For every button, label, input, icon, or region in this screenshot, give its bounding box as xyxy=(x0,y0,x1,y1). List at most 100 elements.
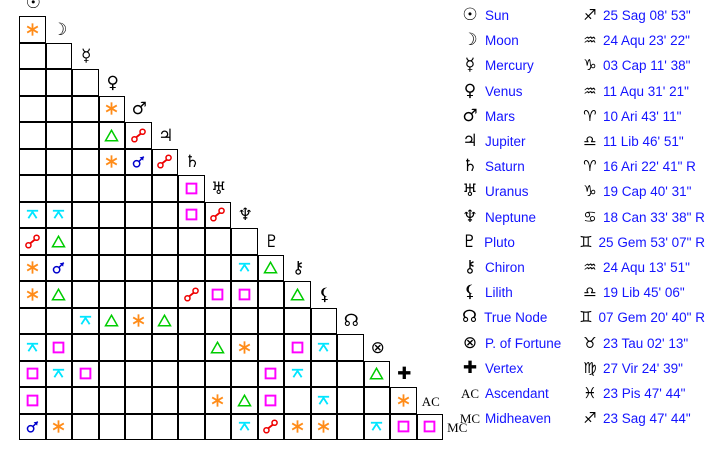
aspect-cell-mercury-moon[interactable] xyxy=(45,42,72,69)
aspect-cell-chiron-uranus[interactable] xyxy=(204,254,231,281)
aspect-cell-fortune-mars[interactable] xyxy=(125,334,152,361)
aspect-cell-fortune-mercury[interactable] xyxy=(72,334,99,361)
aspect-cell-truenode-pluto[interactable] xyxy=(257,307,284,334)
aspect-cell-jupiter-mercury[interactable] xyxy=(72,122,99,149)
aspect-cell-midheaven-neptune[interactable] xyxy=(231,413,258,440)
aspect-cell-ascendant-uranus[interactable] xyxy=(204,387,231,414)
aspect-cell-vertex-moon[interactable] xyxy=(45,360,72,387)
aspect-cell-fortune-truenode[interactable] xyxy=(337,334,364,361)
aspect-cell-ascendant-jupiter[interactable] xyxy=(151,387,178,414)
aspect-cell-midheaven-sun[interactable] xyxy=(19,413,46,440)
aspect-cell-ascendant-truenode[interactable] xyxy=(337,387,364,414)
aspect-cell-saturn-jupiter[interactable] xyxy=(151,148,178,175)
aspect-cell-pluto-saturn[interactable] xyxy=(178,228,205,255)
aspect-cell-chiron-neptune[interactable] xyxy=(231,254,258,281)
aspect-cell-ascendant-vertex[interactable] xyxy=(390,387,417,414)
aspect-cell-ascendant-neptune[interactable] xyxy=(231,387,258,414)
aspect-cell-fortune-saturn[interactable] xyxy=(178,334,205,361)
aspect-cell-midheaven-saturn[interactable] xyxy=(178,413,205,440)
aspect-cell-uranus-jupiter[interactable] xyxy=(151,175,178,202)
aspect-cell-vertex-venus[interactable] xyxy=(98,360,125,387)
aspect-cell-midheaven-mercury[interactable] xyxy=(72,413,99,440)
aspect-cell-neptune-mars[interactable] xyxy=(125,201,152,228)
aspect-cell-neptune-moon[interactable] xyxy=(45,201,72,228)
aspect-cell-neptune-saturn[interactable] xyxy=(178,201,205,228)
aspect-cell-vertex-mars[interactable] xyxy=(125,360,152,387)
aspect-cell-fortune-chiron[interactable] xyxy=(284,334,311,361)
aspect-cell-ascendant-fortune[interactable] xyxy=(363,387,390,414)
aspect-cell-saturn-moon[interactable] xyxy=(45,148,72,175)
aspect-cell-chiron-jupiter[interactable] xyxy=(151,254,178,281)
aspect-cell-mars-moon[interactable] xyxy=(45,95,72,122)
aspect-cell-vertex-pluto[interactable] xyxy=(257,360,284,387)
aspect-cell-truenode-moon[interactable] xyxy=(45,307,72,334)
aspect-cell-vertex-lilith[interactable] xyxy=(310,360,337,387)
aspect-cell-lilith-mercury[interactable] xyxy=(72,281,99,308)
aspect-cell-fortune-uranus[interactable] xyxy=(204,334,231,361)
aspect-cell-lilith-saturn[interactable] xyxy=(178,281,205,308)
aspect-cell-pluto-sun[interactable] xyxy=(19,228,46,255)
aspect-cell-uranus-saturn[interactable] xyxy=(178,175,205,202)
aspect-cell-uranus-sun[interactable] xyxy=(19,175,46,202)
aspect-cell-uranus-mercury[interactable] xyxy=(72,175,99,202)
aspect-cell-pluto-uranus[interactable] xyxy=(204,228,231,255)
aspect-cell-chiron-saturn[interactable] xyxy=(178,254,205,281)
aspect-cell-vertex-truenode[interactable] xyxy=(337,360,364,387)
aspect-cell-fortune-lilith[interactable] xyxy=(310,334,337,361)
aspect-cell-midheaven-mars[interactable] xyxy=(125,413,152,440)
aspect-cell-vertex-neptune[interactable] xyxy=(231,360,258,387)
aspect-cell-uranus-moon[interactable] xyxy=(45,175,72,202)
aspect-cell-venus-sun[interactable] xyxy=(19,69,46,96)
aspect-cell-saturn-sun[interactable] xyxy=(19,148,46,175)
aspect-cell-midheaven-pluto[interactable] xyxy=(257,413,284,440)
aspect-cell-vertex-uranus[interactable] xyxy=(204,360,231,387)
aspect-cell-midheaven-ascendant[interactable] xyxy=(416,413,443,440)
aspect-cell-lilith-jupiter[interactable] xyxy=(151,281,178,308)
aspect-cell-mercury-sun[interactable] xyxy=(19,42,46,69)
aspect-cell-jupiter-sun[interactable] xyxy=(19,122,46,149)
aspect-cell-truenode-saturn[interactable] xyxy=(178,307,205,334)
aspect-cell-truenode-jupiter[interactable] xyxy=(151,307,178,334)
aspect-cell-lilith-sun[interactable] xyxy=(19,281,46,308)
aspect-cell-neptune-venus[interactable] xyxy=(98,201,125,228)
aspect-cell-mars-mercury[interactable] xyxy=(72,95,99,122)
aspect-cell-venus-mercury[interactable] xyxy=(72,69,99,96)
aspect-cell-neptune-uranus[interactable] xyxy=(204,201,231,228)
aspect-cell-fortune-sun[interactable] xyxy=(19,334,46,361)
aspect-cell-truenode-uranus[interactable] xyxy=(204,307,231,334)
aspect-cell-lilith-chiron[interactable] xyxy=(284,281,311,308)
aspect-cell-neptune-jupiter[interactable] xyxy=(151,201,178,228)
aspect-cell-mars-venus[interactable] xyxy=(98,95,125,122)
aspect-cell-venus-moon[interactable] xyxy=(45,69,72,96)
aspect-cell-midheaven-chiron[interactable] xyxy=(284,413,311,440)
aspect-cell-neptune-sun[interactable] xyxy=(19,201,46,228)
aspect-cell-vertex-mercury[interactable] xyxy=(72,360,99,387)
aspect-cell-vertex-jupiter[interactable] xyxy=(151,360,178,387)
aspect-cell-pluto-jupiter[interactable] xyxy=(151,228,178,255)
aspect-cell-chiron-sun[interactable] xyxy=(19,254,46,281)
aspect-cell-ascendant-lilith[interactable] xyxy=(310,387,337,414)
aspect-cell-midheaven-jupiter[interactable] xyxy=(151,413,178,440)
aspect-cell-uranus-mars[interactable] xyxy=(125,175,152,202)
aspect-cell-jupiter-mars[interactable] xyxy=(125,122,152,149)
aspect-cell-ascendant-saturn[interactable] xyxy=(178,387,205,414)
aspect-cell-truenode-chiron[interactable] xyxy=(284,307,311,334)
aspect-cell-ascendant-sun[interactable] xyxy=(19,387,46,414)
aspect-cell-ascendant-chiron[interactable] xyxy=(284,387,311,414)
aspect-cell-fortune-venus[interactable] xyxy=(98,334,125,361)
aspect-cell-ascendant-pluto[interactable] xyxy=(257,387,284,414)
aspect-cell-midheaven-fortune[interactable] xyxy=(363,413,390,440)
aspect-cell-vertex-sun[interactable] xyxy=(19,360,46,387)
aspect-cell-truenode-venus[interactable] xyxy=(98,307,125,334)
aspect-cell-saturn-mercury[interactable] xyxy=(72,148,99,175)
aspect-cell-ascendant-moon[interactable] xyxy=(45,387,72,414)
aspect-cell-saturn-venus[interactable] xyxy=(98,148,125,175)
aspect-cell-fortune-pluto[interactable] xyxy=(257,334,284,361)
aspect-cell-midheaven-moon[interactable] xyxy=(45,413,72,440)
aspect-cell-saturn-mars[interactable] xyxy=(125,148,152,175)
aspect-cell-chiron-mars[interactable] xyxy=(125,254,152,281)
aspect-cell-fortune-jupiter[interactable] xyxy=(151,334,178,361)
aspect-cell-midheaven-venus[interactable] xyxy=(98,413,125,440)
aspect-cell-truenode-lilith[interactable] xyxy=(310,307,337,334)
aspect-cell-truenode-mercury[interactable] xyxy=(72,307,99,334)
